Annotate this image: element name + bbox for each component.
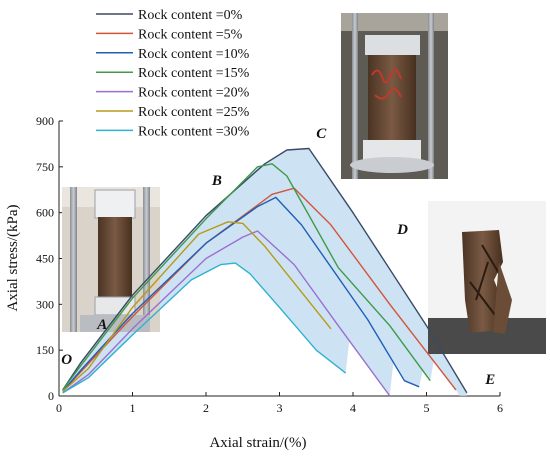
point-label-O: O: [61, 352, 72, 368]
series-line-0: [62, 147, 468, 394]
legend: Rock content =0% Rock content =5% Rock con…: [96, 8, 250, 139]
legend-label-0: Rock content =0%: [138, 8, 243, 23]
x-tick-label: 4: [350, 401, 356, 415]
x-axis-title: Axial strain/(%): [209, 435, 306, 451]
x-tick-label: 6: [497, 401, 503, 415]
photo-sample-at-peak-stress: [341, 13, 448, 179]
y-tick-label: 750: [36, 160, 54, 174]
point-label-A: A: [96, 317, 107, 333]
point-label-C: C: [316, 126, 327, 142]
legend-label-2: Rock content =10%: [138, 47, 250, 62]
plot-axes: 0 150 300 450 600 750 900 0 1 2 3 4 5 6: [36, 114, 503, 415]
x-tick-label: 2: [203, 401, 209, 415]
point-label-D: D: [396, 222, 408, 238]
legend-label-1: Rock content =5%: [138, 27, 243, 42]
y-tick-label: 600: [36, 206, 54, 220]
y-tick-label: 900: [36, 114, 54, 128]
series-line-2: [62, 196, 420, 392]
legend-label-6: Rock content =30%: [138, 124, 250, 139]
series-line-3: [62, 163, 431, 391]
x-tick-label: 5: [424, 401, 430, 415]
series-line-5: [62, 221, 332, 392]
point-label-E: E: [484, 372, 495, 388]
stress-envelope-band: [62, 148, 467, 396]
series-layer: [62, 147, 468, 397]
series-line-6: [62, 262, 347, 394]
x-tick-label: 3: [277, 401, 283, 415]
legend-label-3: Rock content =15%: [138, 66, 250, 81]
y-tick-label: 450: [36, 252, 54, 266]
photo-sample-in-triaxial-cell: [62, 187, 160, 332]
y-tick-label: 300: [36, 297, 54, 311]
y-tick-label: 0: [48, 389, 54, 403]
legend-label-5: Rock content =25%: [138, 105, 250, 120]
series-line-4: [62, 230, 391, 397]
legend-label-4: Rock content =20%: [138, 86, 250, 101]
y-tick-label: 150: [36, 343, 54, 357]
point-label-B: B: [211, 173, 222, 189]
photo-failed-sample: [428, 201, 546, 354]
y-axis-title: Axial stress/(kPa): [5, 204, 21, 311]
x-tick-label: 0: [56, 401, 62, 415]
annotation-layer: O A B C D E: [61, 126, 495, 388]
series-line-1: [62, 187, 457, 392]
x-tick-label: 1: [130, 401, 136, 415]
